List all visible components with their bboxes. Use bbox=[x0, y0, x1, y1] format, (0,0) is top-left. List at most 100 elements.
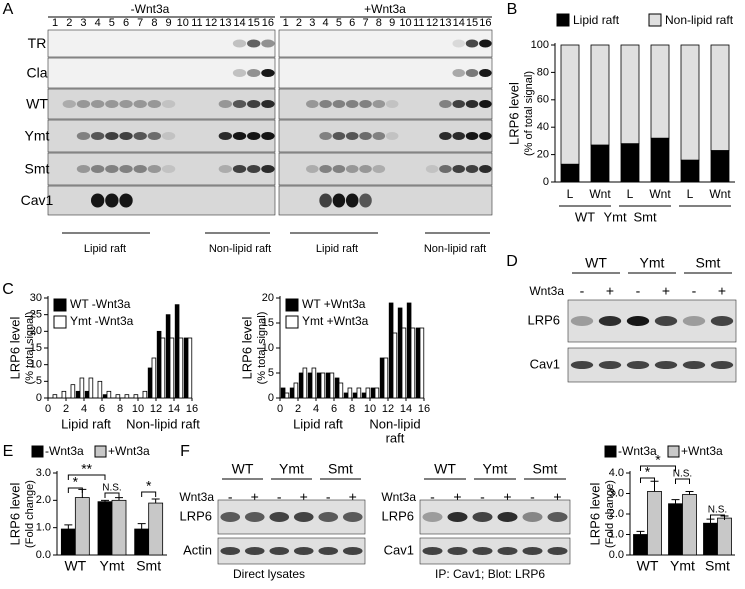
band bbox=[359, 132, 372, 140]
band bbox=[626, 361, 650, 369]
bar bbox=[710, 150, 730, 183]
sign: + bbox=[349, 489, 357, 505]
band bbox=[710, 316, 734, 326]
bar bbox=[650, 44, 670, 139]
bar bbox=[406, 302, 412, 399]
lane-number: 8 bbox=[376, 17, 382, 29]
legend-swatch bbox=[53, 315, 67, 329]
legend-label: Lipid raft bbox=[573, 13, 620, 27]
bar bbox=[383, 357, 389, 399]
lane-number: 6 bbox=[123, 17, 129, 29]
lane-number: 3 bbox=[80, 17, 86, 29]
band bbox=[447, 512, 468, 522]
y-tick-label: 100 bbox=[531, 39, 549, 51]
band bbox=[425, 165, 439, 173]
band bbox=[319, 165, 332, 173]
blot bbox=[278, 29, 493, 58]
region-label: Non-lipid raft bbox=[424, 243, 486, 255]
lane-number: 2 bbox=[296, 17, 302, 29]
band bbox=[76, 100, 91, 108]
band bbox=[497, 547, 518, 555]
bar bbox=[165, 314, 171, 399]
bar bbox=[97, 501, 113, 556]
bar bbox=[106, 390, 112, 399]
legend-label: +Wnt3a bbox=[108, 444, 150, 458]
error-bar bbox=[137, 523, 146, 530]
band bbox=[105, 165, 119, 173]
y-tick-label: 0 bbox=[36, 392, 42, 404]
bar bbox=[325, 372, 331, 399]
band bbox=[261, 69, 275, 77]
lane-number: 4 bbox=[95, 17, 101, 29]
y-axis-label: LRP6 level bbox=[506, 82, 521, 145]
band bbox=[232, 39, 247, 48]
band bbox=[319, 100, 332, 108]
band bbox=[261, 165, 275, 173]
band bbox=[626, 316, 650, 326]
band bbox=[385, 100, 399, 108]
bar bbox=[703, 522, 718, 556]
lane-number: 2 bbox=[66, 17, 72, 29]
band bbox=[359, 100, 372, 108]
bar bbox=[334, 377, 340, 399]
bar bbox=[352, 392, 358, 399]
bar bbox=[148, 502, 164, 556]
y-axis-label: LRP6 level bbox=[7, 482, 22, 545]
y-axis-label: (% total signal) bbox=[256, 312, 268, 385]
sign: - bbox=[692, 283, 697, 299]
region-label: Lipid raft bbox=[84, 243, 126, 255]
row-label: LRP6 bbox=[179, 508, 212, 523]
legend-swatch bbox=[556, 13, 570, 27]
bar bbox=[60, 528, 76, 556]
bar bbox=[316, 372, 322, 399]
legend-label: -Wnt3a bbox=[45, 444, 84, 458]
x-tick-label: 10 bbox=[364, 403, 376, 415]
bar bbox=[52, 394, 58, 399]
bar bbox=[178, 337, 184, 399]
legend-swatch bbox=[94, 445, 107, 458]
y-tick-label: 5 bbox=[36, 375, 42, 387]
band bbox=[220, 547, 241, 555]
y-axis-label: (% of total signal) bbox=[523, 71, 535, 156]
x-tick-label: Wnt bbox=[589, 187, 611, 201]
x-tick-label: 12 bbox=[150, 403, 162, 415]
treatment-label: Wnt3a bbox=[179, 490, 214, 504]
x-tick-label: Smt bbox=[705, 558, 730, 574]
sign: + bbox=[662, 283, 670, 299]
lane-number: 15 bbox=[466, 17, 478, 29]
group-label: Smt bbox=[328, 461, 353, 477]
bar bbox=[397, 307, 403, 399]
band bbox=[247, 165, 261, 173]
lane-number: 9 bbox=[166, 17, 172, 29]
legend-swatch bbox=[604, 445, 617, 458]
band bbox=[147, 132, 162, 140]
sign: - bbox=[530, 489, 535, 505]
y-tick-label: 10 bbox=[262, 342, 274, 354]
legend-label: Ymt +Wnt3a bbox=[302, 314, 369, 328]
band bbox=[218, 100, 233, 108]
bar bbox=[124, 394, 130, 399]
band bbox=[90, 132, 105, 140]
bar bbox=[307, 372, 313, 399]
band bbox=[261, 132, 275, 140]
legend-label: Non-lipid raft bbox=[665, 13, 734, 27]
blot bbox=[47, 29, 276, 58]
x-tick-label: Ymt bbox=[100, 558, 125, 574]
annotation: N.S. bbox=[102, 483, 121, 494]
band bbox=[76, 132, 91, 140]
region-label: Lipid raft bbox=[316, 243, 358, 255]
band bbox=[385, 132, 399, 140]
band bbox=[218, 165, 233, 173]
error-bar bbox=[101, 499, 109, 502]
x-axis-label: Lipid raft bbox=[61, 416, 111, 431]
lane-number: 8 bbox=[151, 17, 157, 29]
y-tick-label: 4.0 bbox=[609, 467, 624, 479]
band bbox=[119, 193, 133, 208]
band bbox=[147, 100, 162, 108]
band bbox=[244, 547, 265, 555]
row-label: LRP6 bbox=[527, 312, 560, 327]
lane-number: 5 bbox=[109, 17, 115, 29]
band bbox=[522, 512, 543, 522]
band bbox=[465, 132, 479, 140]
y-tick-label: 20 bbox=[30, 325, 42, 337]
